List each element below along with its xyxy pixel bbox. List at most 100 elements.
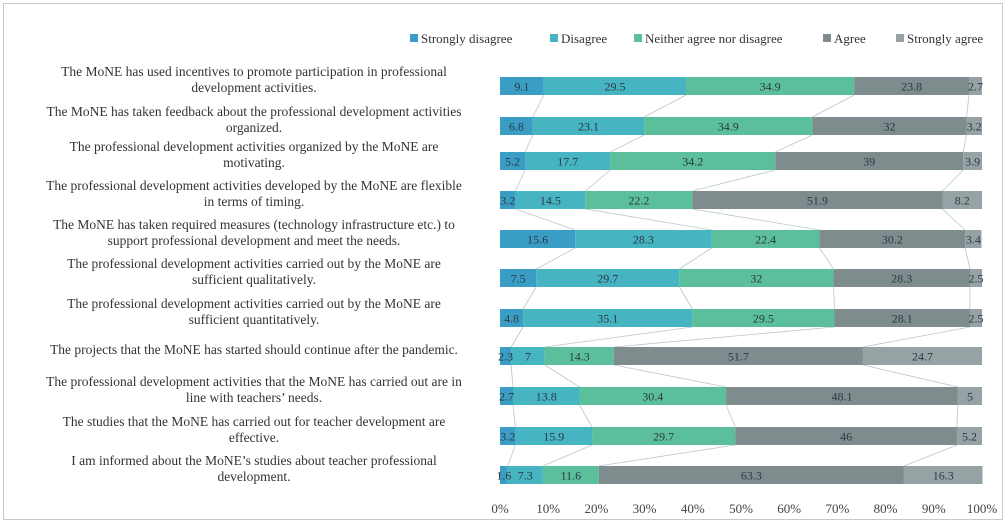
series-line — [515, 208, 576, 231]
bar-segment — [500, 466, 508, 484]
data-label: 29.7 — [597, 272, 618, 286]
bar-segment — [819, 230, 966, 248]
data-label: 29.5 — [753, 312, 774, 326]
legend-entry: Agree — [834, 31, 866, 46]
series-line — [544, 326, 693, 348]
category-label: The projects that the MoNE has started s… — [50, 342, 458, 357]
bar-segment — [592, 427, 736, 445]
category-label: development. — [217, 469, 290, 484]
category-label: sufficient qualitatively. — [192, 272, 316, 287]
bar-segment — [585, 191, 693, 209]
data-label: 5.2 — [505, 155, 520, 169]
data-label: 23.8 — [901, 80, 922, 94]
bar-segment — [511, 347, 545, 365]
data-label: 30.4 — [642, 390, 663, 404]
bar-segment — [579, 387, 727, 405]
bar-segment — [833, 269, 970, 287]
bar-segment — [543, 77, 687, 95]
category-label: The professional development activities … — [67, 256, 441, 271]
bar-segment — [679, 269, 834, 287]
series-line — [775, 134, 813, 153]
series-line — [903, 444, 958, 467]
bar-segment — [692, 191, 943, 209]
bar-segment — [523, 309, 693, 327]
bar-segment — [735, 427, 957, 445]
series-line — [833, 286, 835, 310]
data-label: 2.5 — [968, 312, 983, 326]
series-line — [643, 94, 687, 118]
data-label: 39 — [863, 155, 875, 169]
series-line — [964, 247, 971, 270]
data-label: 2.5 — [968, 272, 983, 286]
category-label: development activities. — [191, 80, 316, 95]
data-label: 16.3 — [933, 469, 954, 483]
data-label: 28.3 — [891, 272, 912, 286]
bar-segment — [862, 347, 982, 365]
data-label: 28.3 — [633, 233, 654, 247]
series-line — [725, 404, 736, 428]
data-label: 8.2 — [955, 194, 970, 208]
series-line — [532, 94, 545, 118]
bar-segment — [500, 347, 512, 365]
bar-segment — [726, 387, 958, 405]
data-label: 22.4 — [755, 233, 776, 247]
data-label: 34.9 — [718, 120, 739, 134]
data-label: 1.6 — [496, 469, 511, 483]
series-line — [819, 247, 834, 270]
data-label: 35.1 — [597, 312, 618, 326]
x-tick-label: 0% — [491, 501, 509, 516]
bar-segment — [500, 230, 576, 248]
bar-segment — [968, 77, 982, 95]
legend-entry: Disagree — [561, 31, 607, 46]
bar-segment — [500, 77, 544, 95]
data-label: 14.3 — [569, 350, 590, 364]
legend-entry: Strongly disagree — [421, 31, 513, 46]
series-line — [512, 404, 516, 428]
category-label: I am informed about the MoNE’s studies a… — [71, 453, 437, 468]
category-label: The MoNE has used incentives to promote … — [61, 64, 447, 79]
series-line — [524, 134, 534, 153]
category-label: support professional development and mee… — [108, 233, 401, 248]
series-line — [544, 364, 580, 388]
bar-segment — [903, 466, 983, 484]
series-line — [692, 169, 776, 192]
bar-segment — [812, 117, 967, 135]
x-tick-label: 90% — [922, 501, 946, 516]
bar-segment — [969, 269, 982, 287]
data-label: 22.2 — [628, 194, 649, 208]
series-line — [610, 134, 645, 153]
series-line — [579, 404, 593, 428]
category-label: in terms of timing. — [204, 194, 305, 209]
data-label: 2.7 — [499, 390, 514, 404]
category-label: motivating. — [223, 155, 285, 170]
bar-segment — [956, 427, 982, 445]
bar-segment — [525, 152, 611, 170]
data-label: 32 — [750, 272, 762, 286]
data-label: 34.2 — [682, 155, 703, 169]
legend-swatch — [550, 34, 558, 42]
data-label: 3.2 — [967, 120, 982, 134]
legend: Strongly disagree Disagree Neither agree n… — [410, 31, 983, 46]
x-tick-label: 40% — [681, 501, 705, 516]
category-label: effective. — [229, 430, 279, 445]
bar-segment — [942, 191, 982, 209]
data-label: 23.1 — [578, 120, 599, 134]
data-label: 9.1 — [514, 80, 529, 94]
data-label: 3.9 — [965, 155, 980, 169]
series-line — [862, 364, 958, 388]
data-label: 29.5 — [604, 80, 625, 94]
data-label: 7.3 — [518, 469, 533, 483]
series-line — [613, 364, 727, 388]
category-label: The professional development activities … — [67, 296, 441, 311]
data-label: 14.5 — [540, 194, 561, 208]
data-label: 4.8 — [504, 312, 519, 326]
bar-segment — [515, 427, 593, 445]
series-line — [522, 286, 537, 310]
bar-segment — [644, 117, 813, 135]
bar-segment — [536, 269, 680, 287]
bar-segment — [686, 77, 855, 95]
bar-segment — [963, 152, 982, 170]
x-tick-label: 100% — [967, 501, 998, 516]
bar-segment — [500, 269, 537, 287]
x-axis-ticks: 0% 10% 20% 30% 40% 50% 60% 70% 80% 90% 100% — [491, 501, 997, 516]
